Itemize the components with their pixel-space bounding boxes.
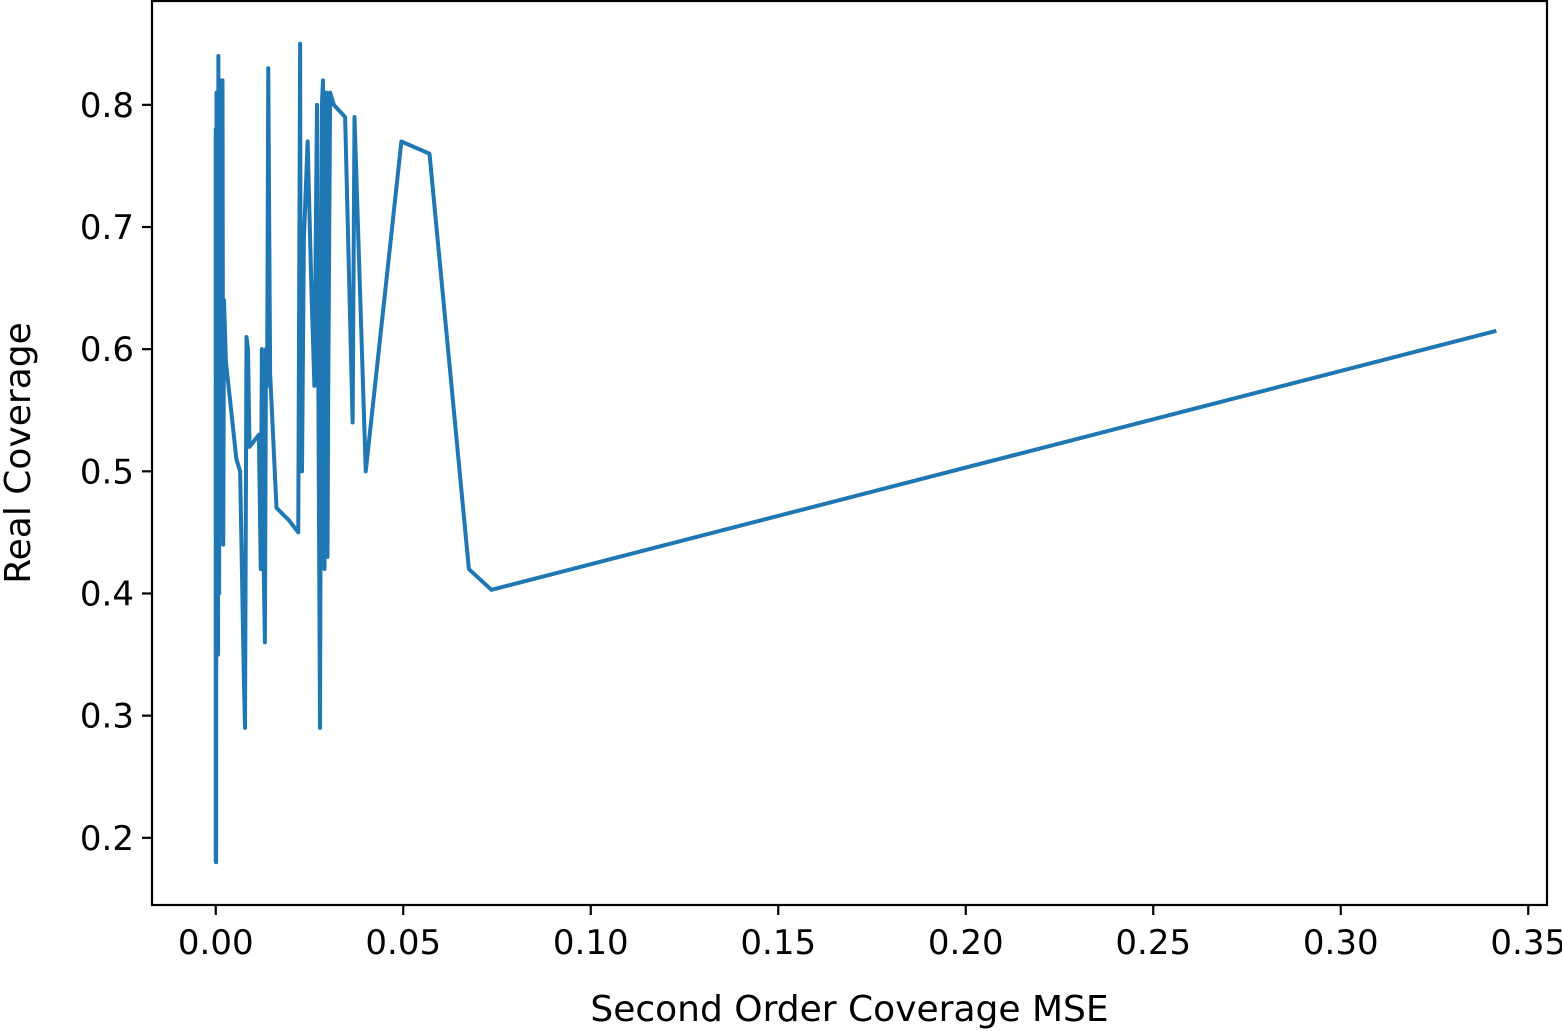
y-tick-label: 0.5 xyxy=(80,452,134,492)
x-tick-label: 0.25 xyxy=(1115,923,1191,963)
x-axis-ticks: 0.00 0.05 0.10 0.15 0.20 0.25 0.30 0.35 xyxy=(178,905,1562,963)
x-axis-label: Second Order Coverage MSE xyxy=(590,989,1108,1030)
plot-frame xyxy=(150,0,1549,907)
y-tick-label: 0.7 xyxy=(80,208,134,248)
x-tick-label: 0.35 xyxy=(1490,923,1562,963)
y-tick-label: 0.6 xyxy=(80,330,134,370)
x-tick-label: 0.10 xyxy=(553,923,629,963)
x-tick-label: 0.15 xyxy=(740,923,816,963)
series-layer xyxy=(213,41,1497,865)
series-line xyxy=(213,41,1497,865)
x-tick-label: 0.00 xyxy=(178,923,254,963)
x-tick-label: 0.30 xyxy=(1303,923,1379,963)
x-tick-label: 0.20 xyxy=(928,923,1004,963)
x-tick-label: 0.05 xyxy=(365,923,441,963)
y-tick-label: 0.3 xyxy=(80,697,134,737)
y-tick-label: 0.8 xyxy=(80,86,134,126)
y-axis-ticks: 0.2 0.3 0.4 0.5 0.6 0.7 0.8 xyxy=(80,86,152,859)
y-tick-label: 0.4 xyxy=(80,574,134,614)
y-tick-label: 0.2 xyxy=(80,819,134,859)
y-axis-label: Real Coverage xyxy=(0,322,39,584)
